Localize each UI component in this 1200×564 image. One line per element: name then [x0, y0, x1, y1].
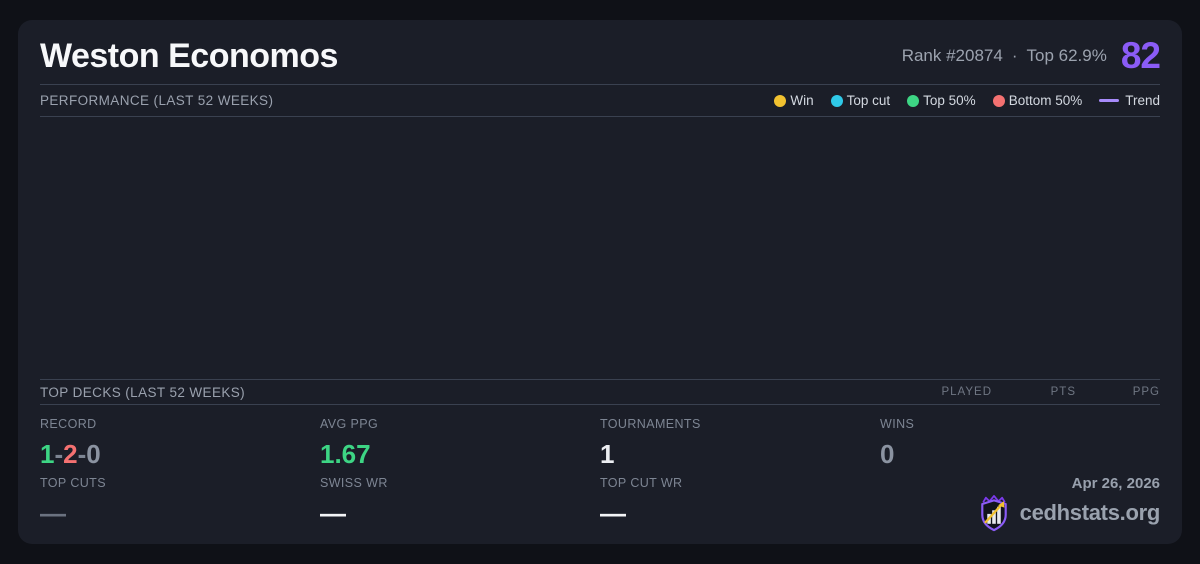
- legend-item-trend: Trend: [1099, 93, 1160, 108]
- performance-title: PERFORMANCE (LAST 52 WEEKS): [40, 93, 274, 108]
- legend-item-top-cut: Top cut: [830, 93, 891, 108]
- legend-label: Top cut: [846, 93, 891, 108]
- top-decks-header-row: TOP DECKS (LAST 52 WEEKS) PLAYED PTS PPG: [40, 379, 1160, 405]
- card-header: Weston Economos Rank #20874 · Top 62.9% …: [40, 20, 1161, 84]
- date-text: Apr 26, 2026: [1071, 474, 1160, 492]
- player-score: 82: [1120, 35, 1161, 76]
- wins-label: WINS: [880, 417, 915, 431]
- bottom50-dot-icon: [992, 94, 1005, 107]
- record-draws: 0: [86, 439, 101, 469]
- player-name: Weston Economos: [40, 36, 338, 75]
- chart-legend: Win Top cut Top 50% Bottom 50% Trend: [774, 93, 1160, 108]
- column-ppg: PPG: [1132, 386, 1160, 398]
- legend-label: Trend: [1125, 93, 1160, 108]
- swiss-wr-label: SWISS WR: [320, 476, 388, 490]
- column-pts: PTS: [1050, 386, 1076, 398]
- performance-chart-area: [40, 117, 1160, 379]
- legend-item-top50: Top 50%: [907, 93, 976, 108]
- wins-value: 0: [880, 439, 895, 469]
- legend-label: Top 50%: [923, 93, 976, 108]
- top-cut-dot-icon: [830, 94, 843, 107]
- cedhstats-brand-link[interactable]: cedhstats.org: [976, 494, 1160, 532]
- avg-ppg-value: 1.67: [320, 439, 371, 469]
- rank-separator: ·: [1011, 46, 1018, 65]
- cedhstats-shield-logo-icon: [980, 495, 1007, 532]
- trend-line-icon: [1099, 99, 1120, 102]
- top-decks-title: TOP DECKS (LAST 52 WEEKS): [40, 384, 246, 400]
- record-sep: -: [54, 439, 64, 469]
- tournaments-label: TOURNAMENTS: [600, 417, 701, 431]
- performance-header-row: PERFORMANCE (LAST 52 WEEKS) Win Top cut …: [40, 85, 1160, 116]
- record-label: RECORD: [40, 417, 97, 431]
- legend-item-bottom50: Bottom 50%: [992, 93, 1083, 108]
- rank-line: Rank #20874 · Top 62.9%: [902, 46, 1107, 66]
- top-decks-columns: PLAYED PTS PPG: [908, 386, 1160, 398]
- record-losses: 2: [63, 439, 78, 469]
- legend-label: Bottom 50%: [1008, 93, 1083, 108]
- legend-label: Win: [790, 93, 814, 108]
- stats-grid: RECORD AVG PPG TOURNAMENTS WINS 1-2-0 1.…: [40, 405, 1160, 544]
- performance-divider: [40, 116, 1160, 117]
- top-percent-text: Top 62.9%: [1026, 46, 1107, 65]
- top-cut-wr-value: —: [600, 498, 626, 528]
- top-cut-wr-label: TOP CUT WR: [600, 476, 683, 490]
- swiss-wr-value: —: [320, 498, 346, 528]
- tournaments-value: 1: [600, 439, 615, 469]
- header-divider: [40, 84, 1160, 85]
- rank-text: Rank #20874: [901, 46, 1003, 65]
- player-stats-card: Weston Economos Rank #20874 · Top 62.9% …: [18, 20, 1182, 544]
- column-played: PLAYED: [941, 386, 992, 398]
- top-cuts-label: TOP CUTS: [40, 476, 106, 490]
- cedhstats-site-name: cedhstats.org: [1019, 500, 1161, 525]
- top50-dot-icon: [907, 94, 920, 107]
- header-rank-group: Rank #20874 · Top 62.9% 82: [902, 35, 1161, 77]
- avg-ppg-label: AVG PPG: [320, 417, 379, 431]
- legend-item-win: Win: [774, 93, 814, 108]
- record-wins: 1: [40, 439, 55, 469]
- record-sep: -: [77, 439, 87, 469]
- top-cuts-value: —: [40, 498, 66, 528]
- record-value: 1-2-0: [40, 441, 320, 467]
- win-dot-icon: [774, 94, 787, 107]
